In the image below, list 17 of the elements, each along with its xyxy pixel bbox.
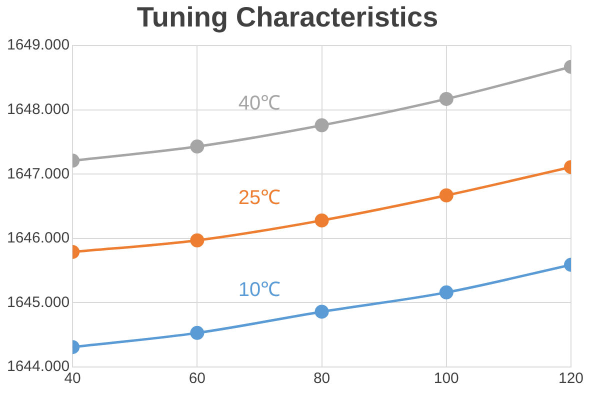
series-label: 10℃ <box>238 278 281 301</box>
point <box>314 213 329 228</box>
point <box>314 304 329 319</box>
x-tick-label: 40 <box>64 370 81 388</box>
chart-title: Tuning Characteristics <box>136 2 438 33</box>
point <box>314 118 329 132</box>
y-tick-label: 1648.000 <box>6 101 70 118</box>
x-tick-label: 60 <box>188 370 206 388</box>
y-tick-label: 1645.000 <box>6 294 70 311</box>
series-label: 25℃ <box>238 186 281 209</box>
y-tick-label: 1646.000 <box>6 230 70 247</box>
y-tick-label: 1647.000 <box>6 165 70 182</box>
x-tick-label: 80 <box>313 370 330 388</box>
x-tick-label: 100 <box>434 370 459 388</box>
series-label: 40℃ <box>238 92 281 114</box>
x-tick-label: 120 <box>558 370 584 388</box>
y-tick-label: 1649.000 <box>6 36 70 54</box>
